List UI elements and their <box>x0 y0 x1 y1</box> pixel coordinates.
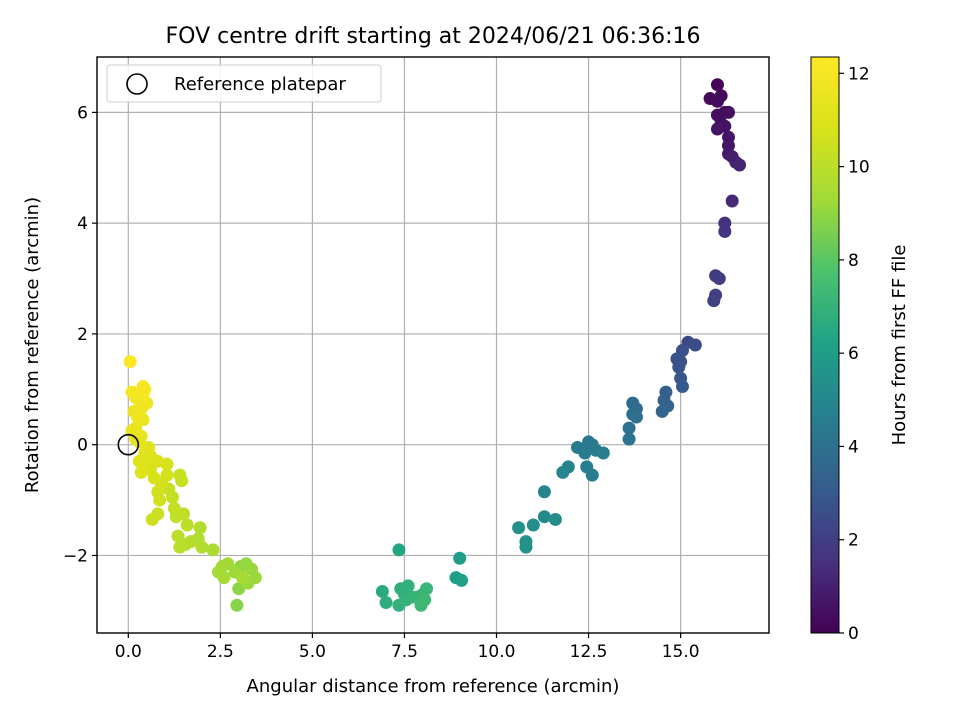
y-tick-label: 4 <box>77 214 88 234</box>
data-point <box>171 529 185 543</box>
data-point <box>180 518 194 532</box>
grid-lines <box>97 57 769 633</box>
x-tick-label: 12.5 <box>570 642 608 662</box>
x-tick-label: 15.0 <box>662 642 700 662</box>
y-axis-ticks: −2 0 2 4 6 <box>63 103 97 566</box>
data-point <box>733 158 747 172</box>
legend: Reference platepar <box>106 64 382 103</box>
data-point <box>379 596 393 610</box>
data-point <box>453 551 467 565</box>
reference-marker <box>117 433 140 456</box>
data-point <box>710 78 724 92</box>
data-point <box>145 512 159 526</box>
data-point <box>526 518 540 532</box>
x-tick-label: 10.0 <box>478 642 516 662</box>
data-point <box>512 521 526 535</box>
data-point <box>725 194 739 208</box>
legend-box <box>106 64 382 103</box>
colorbar-tick-label: 4 <box>848 437 859 457</box>
data-point <box>455 573 469 587</box>
colorbar-tick-label: 12 <box>848 64 870 84</box>
data-point <box>675 380 689 394</box>
data-point <box>556 465 570 479</box>
x-axis-ticks: 0.0 2.5 5.0 7.5 10.0 12.5 15.0 <box>115 633 700 662</box>
colorbar-tick-label: 10 <box>848 158 870 178</box>
data-point <box>718 224 732 238</box>
data-point <box>193 521 207 535</box>
data-point <box>414 598 428 612</box>
colorbar-tick-label: 2 <box>848 531 859 551</box>
data-point <box>401 579 415 593</box>
data-point <box>173 540 187 554</box>
colorbar-ticks: 0 2 4 6 8 10 12 <box>839 64 870 644</box>
scatter-points <box>123 78 747 612</box>
x-tick-label: 7.5 <box>391 642 418 662</box>
y-tick-label: −2 <box>63 546 88 566</box>
data-point <box>578 446 592 460</box>
plot-frame <box>96 56 770 634</box>
data-point <box>206 543 220 557</box>
data-point <box>167 501 181 515</box>
y-tick-label: 6 <box>77 103 88 123</box>
data-point <box>712 272 726 286</box>
data-point <box>688 338 702 352</box>
data-point <box>710 94 724 108</box>
data-point <box>672 360 686 374</box>
x-tick-label: 0.0 <box>115 642 142 662</box>
y-axis-label: Rotation from reference (arcmin) <box>22 197 43 493</box>
chart-title: FOV centre drift starting at 2024/06/21 … <box>166 24 701 49</box>
data-point <box>217 571 231 585</box>
data-point <box>136 380 150 394</box>
data-point <box>629 410 643 424</box>
data-point <box>622 432 636 446</box>
data-point <box>548 512 562 526</box>
data-point <box>537 510 551 524</box>
colorbar-tick-label: 8 <box>848 251 859 271</box>
data-point <box>721 105 735 119</box>
legend-label: Reference platepar <box>174 74 346 95</box>
data-point <box>655 404 669 418</box>
colorbar-tick-label: 0 <box>848 624 859 644</box>
data-point <box>537 485 551 499</box>
x-tick-label: 2.5 <box>207 642 234 662</box>
colorbar-label: Hours from first FF file <box>889 245 910 446</box>
x-tick-label: 5.0 <box>299 642 326 662</box>
data-point <box>230 598 244 612</box>
legend-marker <box>126 73 148 95</box>
data-point <box>707 294 721 308</box>
data-point <box>596 446 610 460</box>
data-point <box>173 468 187 482</box>
data-point <box>519 540 533 554</box>
data-point <box>392 543 406 557</box>
data-point <box>235 571 249 585</box>
data-point <box>123 355 137 369</box>
y-tick-label: 0 <box>77 436 88 456</box>
data-point <box>125 385 139 399</box>
data-point <box>160 468 174 482</box>
data-point <box>134 465 148 479</box>
data-point <box>375 584 389 598</box>
colorbar-tick-label: 6 <box>848 344 859 364</box>
y-tick-label: 2 <box>77 325 88 345</box>
data-point <box>129 421 143 435</box>
data-point <box>622 421 636 435</box>
colorbar <box>810 56 840 634</box>
data-point <box>420 582 434 596</box>
data-point <box>585 468 599 482</box>
x-axis-label: Angular distance from reference (arcmin) <box>247 676 620 697</box>
data-point <box>710 122 724 136</box>
reference-platepar-point <box>117 433 140 456</box>
